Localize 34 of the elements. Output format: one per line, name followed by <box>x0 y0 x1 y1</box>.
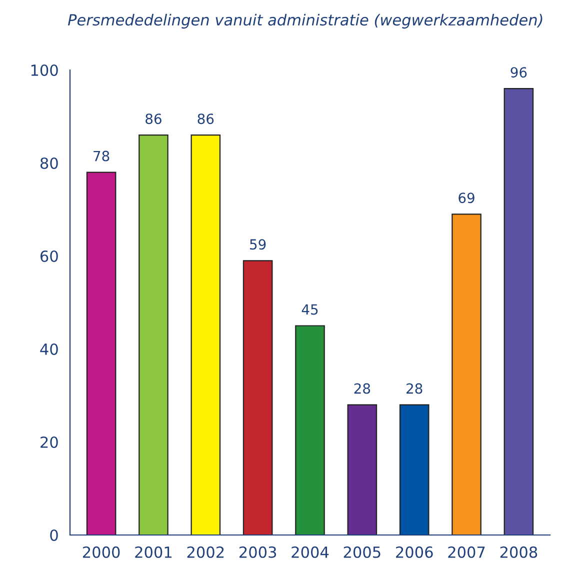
y-tick-label: 0 <box>50 529 58 542</box>
bar <box>138 134 168 535</box>
x-tick-label: 2000 <box>82 546 120 558</box>
bar <box>242 260 273 535</box>
x-tick-label: 2004 <box>292 546 329 558</box>
data-label: 28 <box>354 383 370 394</box>
x-tick-label: 2006 <box>396 546 433 558</box>
data-label: 86 <box>146 114 162 124</box>
x-tick-label: 2007 <box>448 546 485 558</box>
data-label: 45 <box>302 304 318 315</box>
bar <box>295 325 325 535</box>
data-label: 78 <box>94 150 110 162</box>
x-tick-label: 2005 <box>344 546 380 558</box>
data-label: 69 <box>458 192 474 204</box>
y-tick-label: 20 <box>40 436 58 448</box>
data-label: 59 <box>250 239 266 250</box>
bar <box>452 214 482 535</box>
data-label: 86 <box>198 114 214 124</box>
bar <box>504 88 534 535</box>
bar <box>190 134 221 535</box>
data-label: 96 <box>510 67 527 78</box>
x-tick-label: 2008 <box>500 546 538 558</box>
y-tick-label: 100 <box>31 64 58 76</box>
x-tick-label: 2001 <box>135 546 172 558</box>
y-tick-label: 40 <box>40 343 58 356</box>
chart-title: Persmededelingen vanuit administratie (wegwerkzaamheden) <box>68 14 542 29</box>
bar <box>399 404 430 535</box>
y-tick-label: 60 <box>40 250 58 262</box>
y-tick-label: 80 <box>40 157 58 170</box>
bar <box>86 172 116 535</box>
x-tick-label: 2003 <box>240 546 276 558</box>
bar <box>347 404 378 535</box>
x-tick-label: 2002 <box>187 546 224 558</box>
data-label: 28 <box>406 383 422 394</box>
